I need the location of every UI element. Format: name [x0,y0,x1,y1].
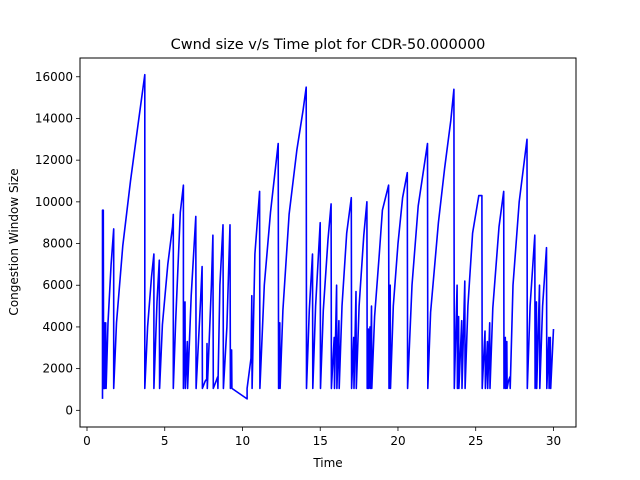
y-tick-label: 12000 [35,153,73,167]
x-axis-label: Time [312,456,342,470]
y-tick-label: 4000 [42,320,73,334]
x-tick-label: 25 [468,434,483,448]
y-axis-label: Congestion Window Size [7,168,21,315]
x-tick-label: 5 [161,434,169,448]
x-axis: 0 5 10 15 20 25 30 [83,427,561,448]
x-tick-label: 15 [313,434,328,448]
x-tick-label: 20 [390,434,405,448]
chart-title: Cwnd size v/s Time plot for CDR-50.00000… [171,37,486,53]
series-line-0 [101,73,555,400]
y-tick-label: 6000 [42,278,73,292]
x-tick-label: 0 [83,434,91,448]
plot-frame [79,57,577,428]
x-tick-label: 30 [546,434,561,448]
plot-area [101,73,555,400]
y-tick-label: 14000 [35,111,73,125]
y-tick-label: 2000 [42,362,73,376]
x-tick-label: 10 [235,434,250,448]
y-tick-label: 10000 [35,195,73,209]
y-tick-label: 0 [65,403,73,417]
y-axis: 0 2000 4000 6000 8000 10000 12000 14000 16000 [35,70,80,417]
y-tick-label: 16000 [35,70,73,84]
y-tick-label: 8000 [42,237,73,251]
